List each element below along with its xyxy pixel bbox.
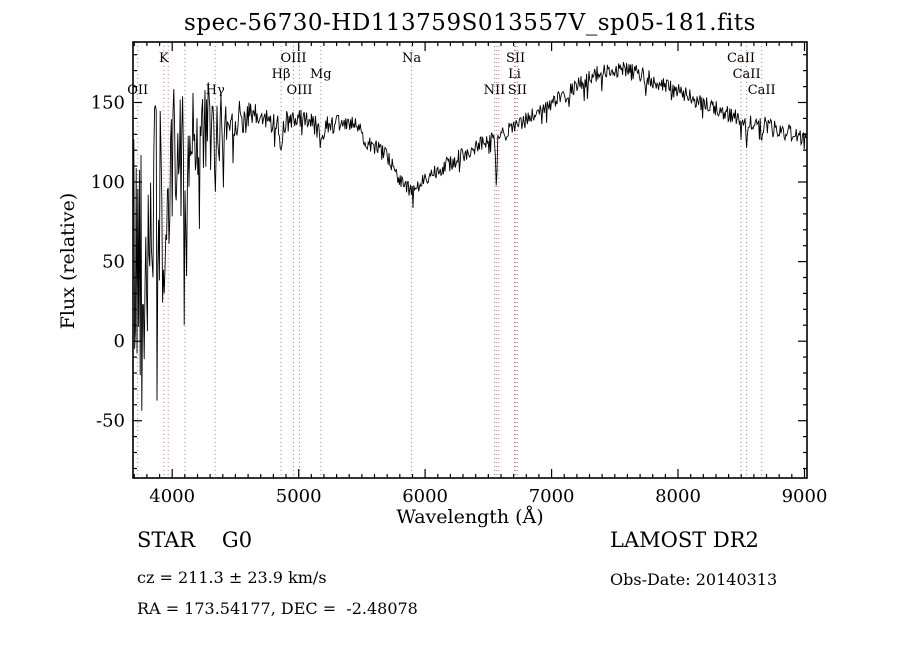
spectral-line-label: SII xyxy=(508,83,527,98)
x-tick-label: 6000 xyxy=(402,486,448,507)
x-tick-label: 9000 xyxy=(782,486,828,507)
x-axis-label: Wavelength (Å) xyxy=(396,506,544,528)
y-tick-label: 150 xyxy=(91,93,125,114)
axis-frame xyxy=(132,41,808,479)
spectral-line-label: Na xyxy=(402,51,421,66)
spectrum-trace xyxy=(132,61,807,411)
survey-label: LAMOST DR2 xyxy=(610,528,759,552)
x-tick-label: 7000 xyxy=(529,486,575,507)
y-tick-label: 0 xyxy=(114,331,125,352)
ra-dec-value: RA = 173.54177, DEC = -2.48078 xyxy=(137,599,418,618)
spectral-line-label: NII xyxy=(484,83,506,98)
spectral-line-label: Hβ xyxy=(272,67,291,82)
spectral-line-label: CaII xyxy=(748,83,776,98)
spectral-line-label: CaII xyxy=(727,51,755,66)
x-tick-label: 4000 xyxy=(149,486,195,507)
spectral-line-label: Mg xyxy=(310,67,332,82)
object-class-label: STAR G0 xyxy=(137,528,253,552)
plot-title: spec-56730-HD113759S013557V_sp05-181.fit… xyxy=(184,10,756,36)
y-tick-label: 100 xyxy=(91,172,125,193)
x-tick-label: 5000 xyxy=(276,486,322,507)
cz-value: cz = 211.3 ± 23.9 km/s xyxy=(137,568,327,587)
spectral-line-label: K xyxy=(159,51,169,66)
spectral-line-label: SII xyxy=(506,51,525,66)
spectral-line-label: CaII xyxy=(733,67,761,82)
x-tick-label: 8000 xyxy=(655,486,701,507)
spectral-line-label: Li xyxy=(508,67,521,82)
y-tick-label: 50 xyxy=(102,252,125,273)
y-tick-label: -50 xyxy=(96,411,125,432)
obs-date: Obs-Date: 20140313 xyxy=(610,570,778,589)
spectral-line-label: Hγ xyxy=(206,83,225,98)
spectral-line-label: OIII xyxy=(286,83,312,98)
spectral-line-label: OIII xyxy=(280,51,306,66)
spectral-line-label: OII xyxy=(127,83,148,98)
